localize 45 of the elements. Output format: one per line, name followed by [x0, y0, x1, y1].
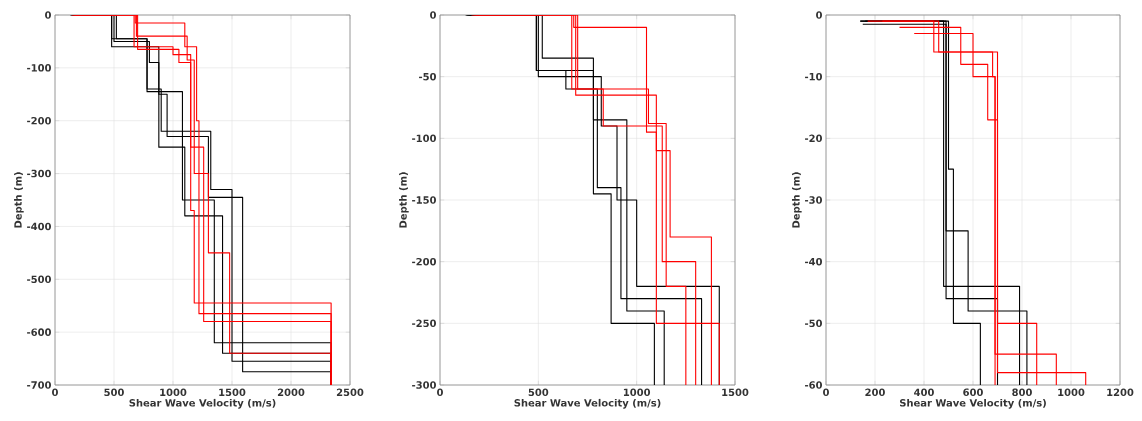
x-tick-label: 800: [1012, 388, 1032, 397]
y-axis-title: Depth (m): [399, 172, 409, 228]
y-tick-label: -10: [805, 72, 823, 81]
x-tick-label: 1500: [219, 388, 246, 397]
x-tick-label: 1500: [722, 388, 749, 397]
y-tick-label: -400: [27, 222, 51, 231]
x-tick-label: 1200: [1107, 388, 1134, 397]
y-tick-label: -300: [27, 169, 51, 178]
x-tick-label: 500: [104, 388, 124, 397]
x-tick-label: 1000: [623, 388, 651, 397]
y-tick-label: -50: [805, 319, 823, 328]
y-tick-label: -100: [27, 64, 51, 72]
y-axis-title: Depth (m): [791, 172, 802, 228]
y-tick-label: -50: [419, 72, 437, 81]
y-tick-label: 0: [816, 11, 823, 19]
x-tick-label: 400: [914, 388, 934, 397]
y-tick-label: -60: [805, 381, 823, 389]
y-tick-label: -500: [27, 275, 51, 284]
y-tick-label: -40: [805, 257, 823, 266]
x-tick-label: 1000: [160, 388, 187, 397]
x-tick-label: 200: [865, 388, 885, 397]
y-tick-label: -150: [412, 196, 437, 204]
y-tick-label: -200: [412, 257, 437, 266]
y-tick-label: -600: [27, 328, 51, 336]
y-tick-label: -100: [412, 134, 437, 143]
x-tick-label: 0: [823, 388, 829, 397]
y-tick-label: -200: [27, 116, 51, 125]
y-tick-label: 0: [45, 11, 51, 19]
x-axis-title: Shear Wave Velocity (m/s): [899, 398, 1046, 409]
x-tick-label: 600: [963, 388, 983, 397]
x-tick-label: 0: [437, 388, 443, 397]
y-tick-label: -250: [412, 319, 437, 328]
x-axis-title: Shear Wave Velocity (m/s): [129, 398, 276, 409]
x-tick-label: 500: [528, 388, 549, 397]
x-axis-title: Shear Wave Velocity (m/s): [514, 398, 661, 409]
x-tick-label: 2000: [277, 388, 305, 397]
y-tick-label: -700: [27, 381, 51, 389]
y-tick-label: -300: [412, 381, 437, 389]
x-tick-label: 1000: [1058, 388, 1085, 397]
y-axis-title: Depth (m): [14, 172, 24, 228]
y-tick-label: 0: [430, 11, 437, 19]
y-tick-label: -20: [805, 134, 823, 143]
x-tick-label: 2500: [336, 388, 364, 397]
x-tick-label: 0: [52, 388, 58, 397]
y-tick-label: -30: [805, 196, 823, 204]
